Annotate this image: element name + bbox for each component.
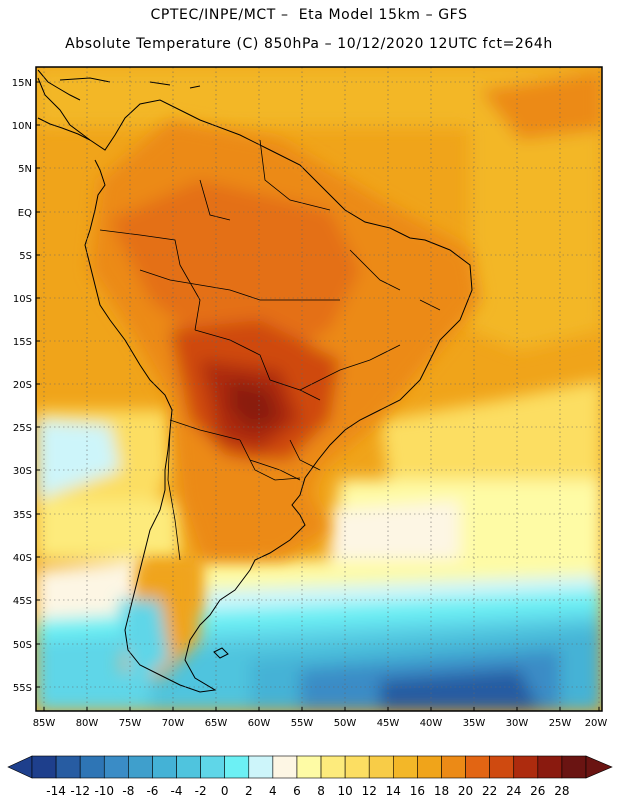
colorbar-label: -14 [46,784,66,798]
colorbar-arrow-left [7,755,33,779]
lat-label: 30S [13,466,32,477]
colorbar-swatch [152,755,177,779]
colorbar-label: 22 [482,784,497,798]
south-america-coast [37,77,473,693]
colorbar-label: -6 [146,784,158,798]
colorbar-swatch [55,755,81,779]
colorbar-swatch [272,755,298,779]
lon-label: 85W [33,718,56,729]
colorbar-swatch [224,755,250,779]
colorbar-label: 4 [269,784,277,798]
lat-label: 10N [12,121,32,132]
lon-label: 75W [119,718,142,729]
colorbar-swatch [513,755,539,779]
colorbar-swatch [344,755,370,779]
colorbar-swatch [103,755,129,779]
colorbar-label: 8 [317,784,325,798]
lat-label: 15S [13,337,32,348]
lon-label: 45W [377,718,400,729]
lon-label: 65W [205,718,228,729]
lat-label: 10S [13,294,32,305]
lon-label: 20W [585,718,608,729]
colorbar-swatch [417,755,442,779]
coastlines [37,69,473,693]
lat-label: 25S [13,423,32,434]
colorbar-label: 24 [506,784,521,798]
colorbar-swatch [128,755,153,779]
lat-label: 35S [13,510,32,521]
colorbar-label: 10 [337,784,352,798]
lat-label: EQ [18,208,32,219]
lon-label: 30W [506,718,529,729]
lat-label: 5N [18,164,32,175]
colorbar-swatch [79,755,105,779]
lat-label: 5S [19,251,32,262]
lon-label: 55W [291,718,314,729]
lon-label: 70W [162,718,185,729]
lon-label: 40W [420,718,443,729]
colorbar-label: -8 [122,784,134,798]
lon-label: 60W [248,718,271,729]
tick-marks [36,81,600,711]
lat-label: 55S [13,683,32,694]
colorbar-label: -2 [195,784,207,798]
lat-lon-grid [36,67,602,711]
lon-label: 25W [549,718,572,729]
title-line-1: CPTEC/INPE/MCT – Eta Model 15km – GFS [150,7,468,23]
lat-label: 15N [12,78,32,89]
colorbar-label: -10 [94,784,114,798]
colorbar-swatch [489,755,515,779]
colorbar-label: 6 [293,784,301,798]
temperature-field [36,67,602,711]
colorbar-label: 20 [458,784,473,798]
lon-label: 50W [334,718,357,729]
colorbar-swatch [465,755,490,779]
colorbar-label: -12 [70,784,90,798]
title-line-2: Absolute Temperature (C) 850hPa – 10/12/… [65,36,553,52]
colorbar-swatch [368,755,394,779]
colorbar-swatch [248,755,274,779]
colorbar-swatch [200,755,225,779]
colorbar-label: 26 [530,784,545,798]
colorbar: -14 -12 -10 -8 -6 -4 -2 0 2 4 6 8 10 12 14 16 18 20 22 24 26… [7,755,613,798]
colorbar-label: 12 [362,784,377,798]
lat-label: 40S [13,553,32,564]
lat-label: 50S [13,640,32,651]
colorbar-label: 2 [245,784,253,798]
colorbar-swatch [441,755,466,779]
colorbar-label: 14 [386,784,401,798]
colorbar-label: 18 [434,784,449,798]
lat-label: 45S [13,596,32,607]
colorbar-swatch [537,755,563,779]
lon-label: 35W [463,718,486,729]
map-frame [35,66,603,712]
colorbar-arrow-right [585,755,613,779]
caribbean-islands [59,77,201,89]
lat-label: 20S [13,380,32,391]
colorbar-swatch [176,755,201,779]
colorbar-swatch [320,755,346,779]
colorbar-label: 28 [554,784,569,798]
lon-label: 80W [76,718,99,729]
colorbar-swatch [296,755,322,779]
country-borders [99,139,441,561]
colorbar-label: 0 [221,784,229,798]
colorbar-label: -4 [171,784,183,798]
central-america-coast [37,69,91,141]
colorbar-swatch [561,755,587,779]
colorbar-swatch [31,755,57,779]
colorbar-label: 16 [410,784,425,798]
falkland-islands [213,647,229,659]
colorbar-swatch [393,755,418,779]
